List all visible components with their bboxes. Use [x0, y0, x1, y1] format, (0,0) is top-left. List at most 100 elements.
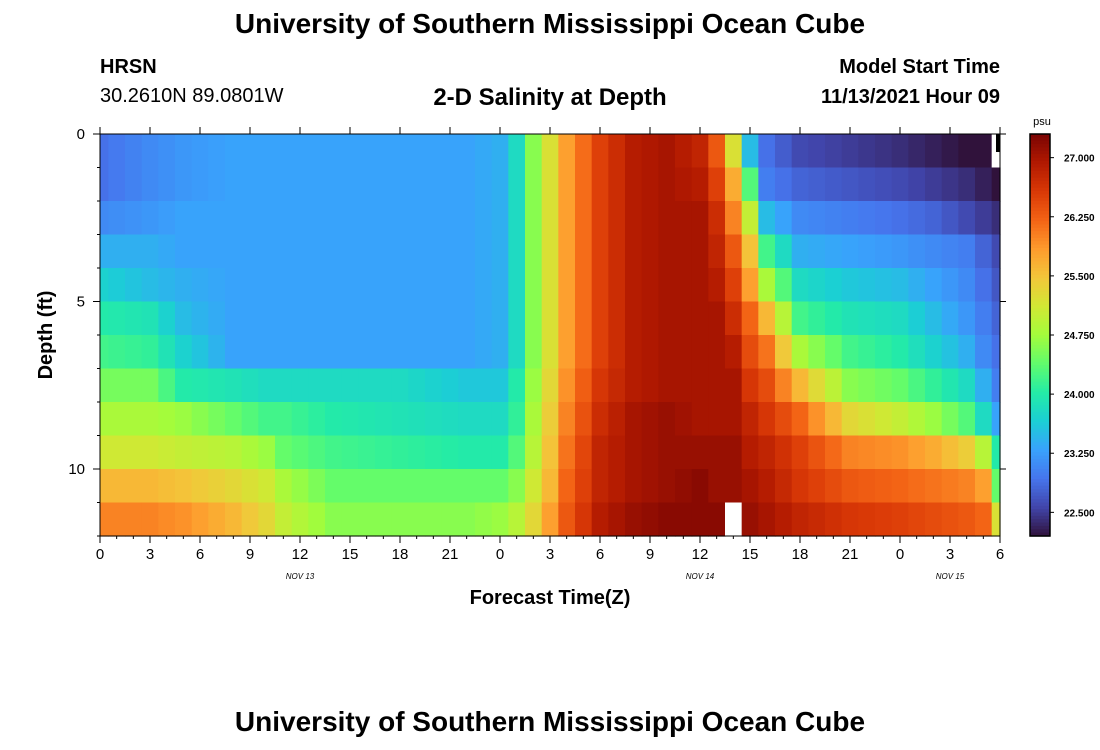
- heat-cell: [791, 335, 809, 370]
- heat-cell: [508, 402, 526, 437]
- heat-cell: [658, 201, 676, 236]
- colorbar-swatch: [1030, 529, 1050, 534]
- heat-cell: [791, 502, 809, 537]
- heat-cell: [558, 301, 576, 336]
- heat-cell: [575, 268, 593, 303]
- y-tick-label: 10: [68, 461, 85, 478]
- heat-cell: [491, 368, 509, 403]
- colorbar-swatch: [1030, 211, 1050, 215]
- heat-cell: [891, 134, 909, 169]
- x-tick-label: 3: [546, 546, 554, 563]
- heat-cell: [991, 368, 1001, 403]
- x-tick-label: 18: [792, 546, 809, 563]
- colorbar-swatch: [1030, 452, 1050, 457]
- heat-cell: [758, 435, 776, 470]
- heat-cell: [375, 234, 393, 269]
- heat-cell: [108, 234, 126, 269]
- heat-cell: [708, 368, 726, 403]
- heat-cell: [475, 234, 493, 269]
- heat-cell: [108, 469, 126, 504]
- heat-cell: [291, 134, 309, 169]
- heat-cell: [225, 368, 243, 403]
- colorbar-swatch: [1030, 207, 1050, 212]
- heat-cell: [908, 435, 926, 470]
- heat-cell: [258, 134, 276, 169]
- heat-cell: [541, 335, 559, 370]
- heat-cell: [525, 301, 543, 336]
- colorbar-swatch: [1030, 479, 1050, 483]
- heat-cell: [291, 435, 309, 470]
- heat-cell: [608, 167, 626, 202]
- heat-cell: [508, 268, 526, 303]
- heat-cell: [675, 201, 693, 236]
- heat-cell: [708, 402, 726, 437]
- heat-cell: [458, 368, 476, 403]
- heat-cell: [925, 201, 943, 236]
- heat-cell: [291, 268, 309, 303]
- heat-cell: [458, 134, 476, 169]
- heat-cell: [658, 134, 676, 169]
- colorbar-swatch: [1030, 475, 1050, 480]
- heat-cell: [441, 167, 459, 202]
- x-day-label: NOV 15: [936, 572, 965, 581]
- colorbar-swatch: [1030, 134, 1050, 138]
- heat-cell: [225, 435, 243, 470]
- colorbar-swatch: [1030, 224, 1050, 229]
- heat-cell: [491, 435, 509, 470]
- heat-cell: [725, 268, 743, 303]
- heat-cell: [875, 402, 893, 437]
- heat-cell: [425, 502, 443, 537]
- heat-cell: [108, 402, 126, 437]
- heat-cell: [808, 167, 826, 202]
- colorbar-swatch: [1030, 355, 1050, 360]
- heat-cell: [741, 234, 759, 269]
- heat-cell: [975, 335, 993, 370]
- heat-cell: [291, 335, 309, 370]
- heat-cell: [775, 469, 793, 504]
- heat-cell: [991, 234, 1001, 269]
- heat-cell: [525, 134, 543, 169]
- heat-cell: [625, 368, 643, 403]
- heat-cell: [491, 335, 509, 370]
- colorbar-swatch: [1030, 180, 1050, 185]
- heat-cell: [191, 301, 209, 336]
- heat-cell: [141, 335, 159, 370]
- colorbar-swatch: [1030, 278, 1050, 282]
- colorbar-swatch: [1030, 462, 1050, 467]
- heat-cell: [691, 234, 709, 269]
- colorbar-swatch: [1030, 214, 1050, 219]
- heat-cell: [808, 301, 826, 336]
- heat-cell: [841, 502, 859, 537]
- heat-cell: [575, 368, 593, 403]
- heat-cell: [575, 335, 593, 370]
- heat-cell: [891, 234, 909, 269]
- heat-cell: [758, 201, 776, 236]
- heat-cell: [375, 435, 393, 470]
- heat-cell: [658, 335, 676, 370]
- heat-cell: [608, 268, 626, 303]
- heat-cell: [841, 167, 859, 202]
- heat-cell: [908, 201, 926, 236]
- heat-cell: [841, 435, 859, 470]
- heat-cell: [175, 469, 193, 504]
- heat-cell: [458, 167, 476, 202]
- heat-cell: [825, 335, 843, 370]
- x-tick-label: 18: [392, 546, 409, 563]
- heat-cell: [358, 234, 376, 269]
- heat-cell: [408, 134, 426, 169]
- colorbar-tick-label: 23.250: [1064, 449, 1095, 460]
- colorbar-swatch: [1030, 167, 1050, 172]
- heat-cell: [408, 368, 426, 403]
- heat-cell: [858, 134, 876, 169]
- colorbar-swatch: [1030, 281, 1050, 286]
- heat-cell: [958, 469, 976, 504]
- heat-cell: [625, 234, 643, 269]
- heat-cell: [291, 368, 309, 403]
- heat-cell: [441, 368, 459, 403]
- heat-cell: [175, 201, 193, 236]
- x-tick-label: 12: [292, 546, 309, 563]
- heat-cell: [475, 402, 493, 437]
- heat-cell: [208, 469, 226, 504]
- heat-cell: [958, 301, 976, 336]
- heat-cell: [825, 502, 843, 537]
